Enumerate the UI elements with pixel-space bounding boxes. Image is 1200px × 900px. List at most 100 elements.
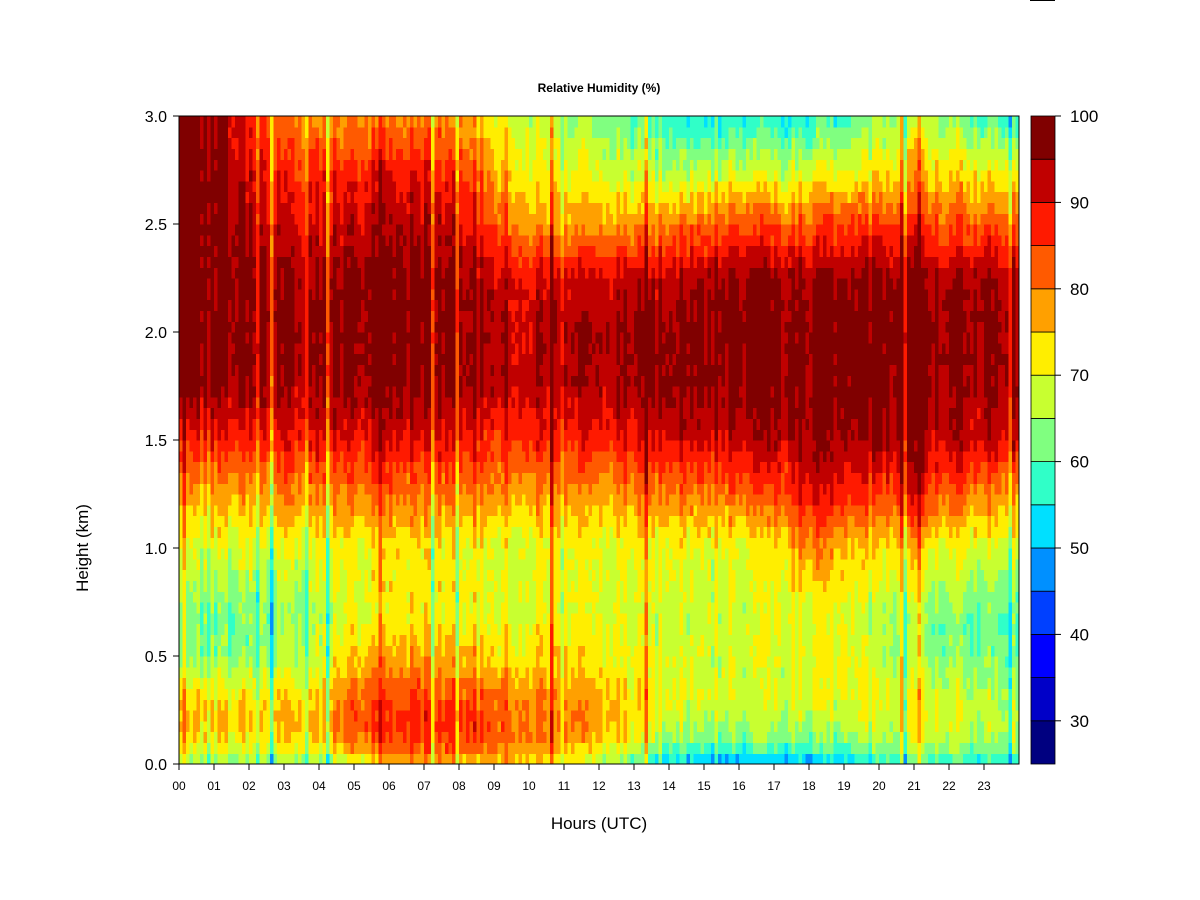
heatmap-cell (298, 342, 303, 355)
heatmap-cell (235, 440, 240, 452)
heatmap-cell (217, 288, 222, 301)
heatmap-cell (238, 288, 243, 301)
heatmap-cell (462, 591, 467, 603)
heatmap-cell (462, 494, 467, 506)
heatmap-cell (245, 753, 250, 765)
heatmap-cell (263, 526, 268, 538)
heatmap-cell (445, 159, 450, 171)
heatmap-cell (396, 612, 401, 625)
heatmap-cell (417, 494, 422, 506)
heatmap-cell (179, 483, 184, 495)
heatmap-cell (291, 656, 296, 668)
heatmap-cell (361, 386, 366, 398)
heatmap-cell (193, 526, 198, 538)
heatmap-cell (284, 429, 289, 441)
heatmap-cell (277, 461, 282, 473)
heatmap-cell (329, 224, 334, 236)
heatmap-cell (431, 558, 436, 571)
heatmap-cell (259, 710, 264, 722)
heatmap-cell (336, 375, 341, 387)
heatmap-cell (228, 342, 233, 355)
heatmap-cell (256, 137, 261, 149)
heatmap-cell (343, 170, 348, 182)
heatmap-cell (273, 461, 278, 473)
heatmap-cell (455, 364, 460, 376)
heatmap-cell (347, 213, 352, 225)
heatmap-cell (462, 537, 467, 549)
heatmap-cell (343, 418, 348, 430)
heatmap-cell (224, 440, 229, 452)
heatmap-cell (413, 126, 418, 139)
heatmap-cell (336, 494, 341, 506)
heatmap-cell (273, 148, 278, 160)
heatmap-cell (396, 386, 401, 398)
heatmap-cell (326, 494, 331, 506)
heatmap-cell (399, 310, 404, 322)
heatmap-cell (238, 159, 243, 171)
heatmap-cell (420, 688, 425, 700)
heatmap-cell (287, 159, 292, 171)
heatmap-cell (291, 148, 296, 160)
heatmap-cell (364, 699, 369, 711)
heatmap-cell (413, 116, 418, 128)
heatmap-cell (315, 299, 320, 311)
heatmap-cell (245, 645, 250, 657)
heatmap-cell (424, 418, 429, 430)
heatmap-cell (266, 396, 271, 409)
heatmap-cell (431, 418, 436, 430)
heatmap-cell (266, 148, 271, 160)
heatmap-cell (371, 753, 376, 765)
heatmap-cell (434, 191, 439, 203)
heatmap-cell (343, 364, 348, 376)
heatmap-cell (336, 537, 341, 549)
heatmap-cell (459, 375, 464, 387)
heatmap-cell (452, 623, 457, 635)
heatmap-cell (315, 645, 320, 657)
heatmap-cell (228, 407, 233, 419)
heatmap-cell (217, 224, 222, 236)
heatmap-cell (273, 278, 278, 290)
heatmap-cell (455, 612, 460, 625)
heatmap-cell (189, 504, 194, 517)
heatmap-cell (308, 159, 313, 171)
heatmap-cell (434, 267, 439, 279)
heatmap-cell (340, 202, 345, 214)
heatmap-cell (406, 213, 411, 225)
heatmap-cell (406, 116, 411, 128)
heatmap-cell (179, 245, 184, 257)
heatmap-cell (431, 494, 436, 506)
heatmap-cell (462, 483, 467, 495)
heatmap-cell (214, 126, 219, 139)
heatmap-cell (252, 342, 257, 355)
heatmap-cell (207, 321, 212, 333)
heatmap-cell (343, 504, 348, 517)
heatmap-cell (280, 677, 285, 689)
heatmap-cell (186, 407, 191, 419)
heatmap-cell (343, 677, 348, 689)
heatmap-cell (231, 245, 236, 257)
heatmap-cell (305, 180, 310, 193)
heatmap-cell (462, 137, 467, 149)
heatmap-cell (259, 634, 264, 646)
heatmap-cell (417, 688, 422, 700)
heatmap-cell (347, 429, 352, 441)
heatmap-cell (259, 180, 264, 193)
heatmap-cell (189, 548, 194, 560)
heatmap-cell (238, 234, 243, 247)
heatmap-cell (424, 148, 429, 160)
heatmap-cell (189, 256, 194, 268)
heatmap-cell (441, 753, 446, 765)
heatmap-cell (217, 386, 222, 398)
heatmap-cell (256, 429, 261, 441)
heatmap-cell (420, 224, 425, 236)
heatmap-cell (256, 742, 261, 754)
heatmap-cell (343, 299, 348, 311)
heatmap-cell (441, 137, 446, 149)
heatmap-cell (214, 159, 219, 171)
heatmap-cell (434, 332, 439, 344)
heatmap-cell (259, 612, 264, 625)
heatmap-cell (259, 645, 264, 657)
heatmap-cell (399, 731, 404, 743)
heatmap-cell (214, 170, 219, 182)
heatmap-cell (301, 699, 306, 711)
